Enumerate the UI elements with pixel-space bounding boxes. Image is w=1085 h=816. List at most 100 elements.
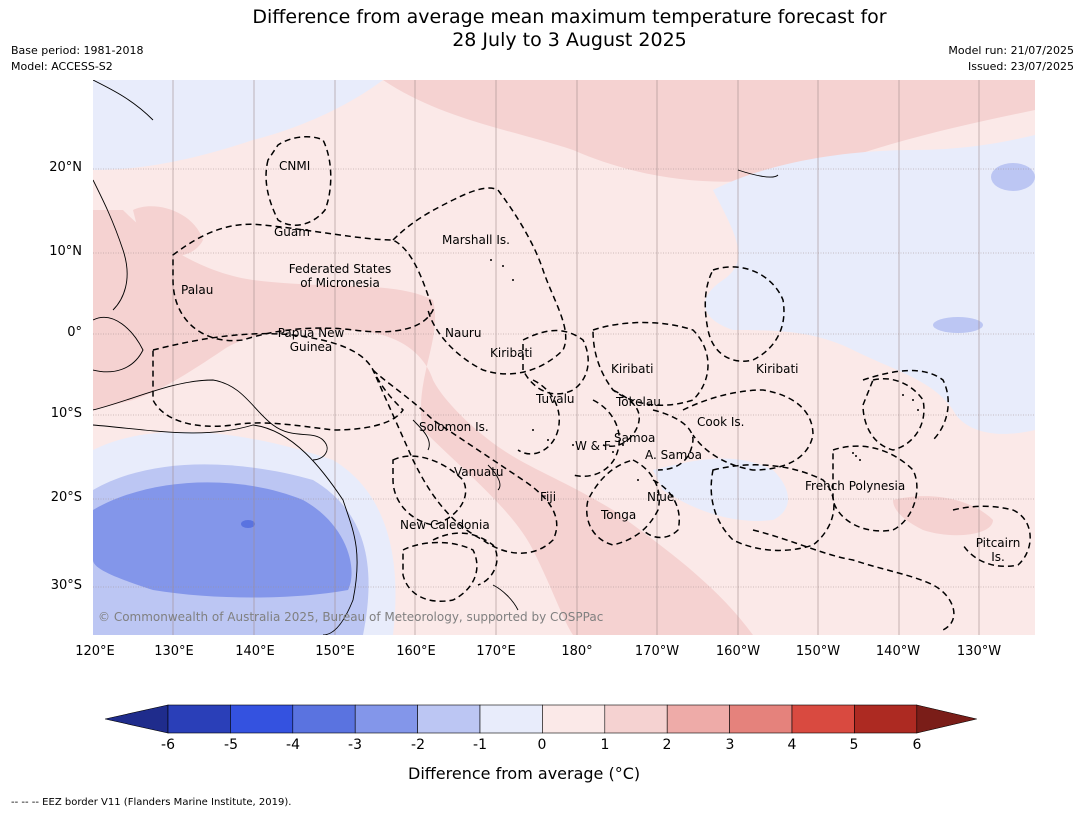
lat-label-20n: 20°N [49,160,82,175]
label-niue: Niue [647,490,675,504]
label-fsm: Federated States of Micronesia [285,262,395,290]
anomaly-fill-neg1-0-east [704,135,1035,434]
lat-label-20s: 20°S [50,490,82,505]
label-kiribati-east: Kiribati [756,362,799,376]
colorbar-tick-neg3: -3 [348,737,362,753]
meta-left: Base period: 1981-2018 Model: ACCESS-S2 [11,43,143,75]
label-nauru: Nauru [445,326,482,340]
label-png-line1: Papua New [277,326,345,340]
anomaly-fill-neg1-0-nw [93,80,383,170]
label-solomon: Solomon Is. [419,420,489,434]
lon-label-180: 180° [561,644,593,659]
anomaly-fill-neg2-neg1-hawaii-east [991,163,1035,191]
coastlines [93,80,779,635]
anomaly-fill-1-2-png [133,206,203,257]
eez-borders [152,135,1031,631]
small-islands [490,259,919,481]
colorbar-tick-neg6: -6 [161,737,175,753]
label-new-caledonia: New Caledonia [400,518,490,532]
lon-label-120e: 120°E [75,644,115,659]
label-marshall: Marshall Is. [442,233,510,247]
lat-label-10s: 10°S [50,406,82,421]
colorbar-segment [666,704,730,734]
meta-right: Model run: 21/07/2025 Issued: 23/07/2025 [948,43,1074,75]
lon-label-150e: 150°E [315,644,355,659]
colorbar-segment [729,704,793,734]
label-pitcairn: Pitcairn Is. [972,536,1024,564]
colorbar-segment [167,704,231,734]
colorbar-segment [791,704,855,734]
lon-label-160e: 160°E [396,644,436,659]
colorbar-extend-high [916,704,977,734]
forecast-map [93,80,1035,635]
title-line-1: Difference from average mean maximum tem… [252,6,887,28]
label-pitcairn-line2: Is. [991,550,1005,564]
latitude-grid [93,168,1035,588]
anomaly-fill-neg2-neg1-equator-east [933,317,983,333]
label-tokelau: Tokelau [616,395,661,409]
colorbar-tick-0: 0 [537,737,547,753]
colorbar-segment [542,704,606,734]
label-cook: Cook Is. [697,415,745,429]
lon-label-130w: 130°W [956,644,1002,659]
label-fiji: Fiji [540,490,557,504]
anomaly-fill-neg1-0-south [653,458,788,521]
colorbar-tick-neg2: -2 [411,737,425,753]
label-vanuatu: Vanuatu [454,465,504,479]
model-text: Model: ACCESS-S2 [11,60,113,73]
eez-footnote: -- -- -- EEZ border V11 (Flanders Marine… [11,797,292,808]
lon-label-170w: 170°W [634,644,680,659]
lat-label-0: 0° [67,325,82,340]
colorbar [105,704,977,734]
lon-label-170e: 170°E [476,644,516,659]
label-fsm-line2: of Micronesia [300,276,380,290]
colorbar-label: Difference from average (°C) [408,764,641,783]
colorbar-segment [230,704,294,734]
anomaly-fill-1-2-west [93,210,753,635]
label-kiribati-west: Kiribati [490,346,533,360]
label-pitcairn-line1: Pitcairn [975,536,1021,550]
anomaly-fill-1-2-north [383,80,1035,182]
map-svg [93,80,1035,635]
model-run-text: Model run: 21/07/2025 [948,44,1074,57]
colorbar-segment [604,704,668,734]
colorbar-tick-6: 6 [912,737,922,753]
colorbar-tick-neg4: -4 [286,737,300,753]
colorbar-tick-2: 2 [662,737,672,753]
lon-label-160w: 160°W [715,644,761,659]
colorbar-segment [854,704,918,734]
colorbar-tick-4: 4 [787,737,797,753]
label-wallis-futuna: W & F [575,439,611,453]
label-png-line2: Guinea [289,340,333,354]
colorbar-tick-3: 3 [725,737,735,753]
title-line-2: 28 July to 3 August 2025 [452,29,687,51]
label-palau: Palau [181,283,214,297]
lon-label-130e: 130°E [154,644,194,659]
chart-title: Difference from average mean maximum tem… [0,6,1085,52]
label-tonga: Tonga [601,508,637,522]
lon-label-150w: 150°W [795,644,841,659]
label-guam: Guam [274,225,310,239]
colorbar-segment [417,704,481,734]
colorbar-tick-1: 1 [600,737,610,753]
anomaly-fill-1-2-pitcairn [893,496,993,536]
lon-label-140w: 140°W [875,644,921,659]
label-french-polynesia: French Polynesia [805,479,906,493]
colorbar-segment [479,704,543,734]
colorbar-segment [292,704,356,734]
colorbar-segment [354,704,418,734]
longitude-grid [172,80,980,635]
label-tuvalu: Tuvalu [536,392,575,406]
colorbar-tick-neg5: -5 [224,737,238,753]
lat-label-10n: 10°N [49,244,82,259]
label-cnmi: CNMI [279,159,311,173]
label-kiribati-central: Kiribati [611,362,654,376]
anomaly-fill-neg3-neg2-patch [241,520,255,528]
issued-text: Issued: 23/07/2025 [967,60,1074,73]
colorbar-tick-5: 5 [849,737,859,753]
lat-label-30s: 30°S [50,578,82,593]
copyright-text: © Commonwealth of Australia 2025, Bureau… [98,610,604,624]
anomaly-fill-neg3-neg2 [93,482,352,598]
label-samoa: Samoa [614,431,656,445]
colorbar-extend-low [105,704,169,734]
